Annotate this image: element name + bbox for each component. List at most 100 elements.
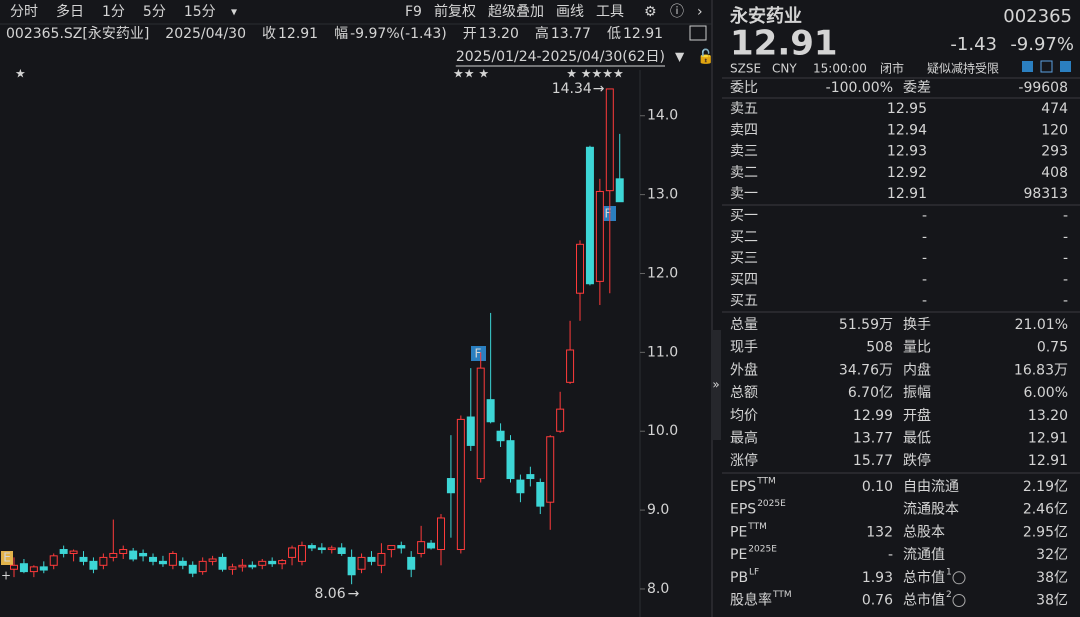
- currency-icon: [952, 594, 966, 607]
- level-label: 买五: [730, 293, 758, 309]
- fund-label: 总股本: [903, 524, 945, 540]
- candle-body: [456, 418, 465, 551]
- fund-value: 38亿: [1036, 593, 1068, 609]
- diff-label: 委差: [903, 80, 931, 96]
- dropdown-icon[interactable]: ▾: [231, 5, 237, 19]
- flag-marker-label[interactable]: F: [605, 207, 612, 221]
- tool-icon[interactable]: [1060, 61, 1071, 72]
- next-icon[interactable]: ›: [697, 4, 703, 20]
- candle-body: [605, 88, 614, 192]
- candle-body: [307, 545, 316, 549]
- stat-value: 6.70亿: [848, 385, 893, 401]
- fund-label: PE: [730, 547, 747, 563]
- diff: -99608: [1018, 80, 1068, 96]
- event-marker[interactable]: [1, 551, 13, 565]
- level-label: 卖三: [730, 144, 758, 160]
- notice: 疑似减持受限: [927, 61, 999, 76]
- fund-label: 流通值: [903, 547, 945, 563]
- tool-button[interactable]: 工具: [596, 4, 624, 20]
- change: -1.43: [950, 34, 997, 55]
- period-tab[interactable]: 多日: [56, 3, 84, 20]
- candle-body: [615, 178, 624, 203]
- settings-icon[interactable]: ⚙: [644, 4, 657, 20]
- candle-body: [496, 430, 505, 442]
- fund-value: 0.76: [862, 593, 893, 609]
- level-price: -: [922, 293, 927, 309]
- tool-button[interactable]: 前复权: [434, 3, 476, 20]
- fund-label: PE: [730, 524, 747, 540]
- flag-marker-label[interactable]: F: [475, 347, 482, 361]
- period-tab[interactable]: 15分: [184, 4, 216, 20]
- date-range[interactable]: 2025/01/24-2025/04/30(62日): [456, 49, 665, 65]
- stat-label: 跌停: [903, 452, 931, 469]
- level-volume: -: [1063, 229, 1068, 245]
- wp-icon[interactable]: [689, 25, 707, 41]
- level-price: -: [922, 272, 927, 288]
- level-label: 买二: [730, 229, 758, 245]
- candle-body: [397, 545, 406, 549]
- candle-body: [228, 566, 237, 570]
- candle-body: [119, 549, 128, 554]
- period-tab[interactable]: 5分: [143, 4, 166, 20]
- level-label: 买四: [730, 272, 758, 288]
- level-volume: 293: [1041, 144, 1068, 160]
- level-price: 12.94: [887, 122, 927, 138]
- level-volume: -: [1063, 251, 1068, 267]
- flag-marker[interactable]: [601, 206, 616, 221]
- period-tab[interactable]: 分时: [10, 4, 38, 20]
- star: ★: [15, 67, 26, 81]
- candle-body: [288, 547, 297, 558]
- fund-label-sup: 2025E: [757, 499, 786, 509]
- y-tick-label: 8.0: [647, 581, 669, 597]
- fund-value: 1.93: [862, 570, 893, 586]
- candle-body: [268, 560, 277, 565]
- level-price: 12.91: [887, 186, 927, 202]
- stat-label: 最低: [903, 431, 931, 447]
- stat-label: 开盘: [903, 407, 931, 424]
- candle-body: [168, 552, 177, 566]
- candle-body: [198, 560, 207, 573]
- candle-body: [377, 552, 386, 566]
- candle-body: [417, 541, 426, 554]
- collapse-icon[interactable]: »: [712, 378, 719, 392]
- tool-icon[interactable]: [1022, 61, 1033, 72]
- fund-value: 2.46亿: [1023, 502, 1068, 518]
- candle-body: [427, 542, 436, 549]
- candle-body: [367, 556, 376, 562]
- candle-body: [595, 190, 604, 282]
- range-dropdown[interactable]: ▼: [675, 50, 685, 64]
- candle-body: [29, 566, 38, 573]
- fund-value: 32亿: [1036, 547, 1068, 563]
- candle-body: [158, 560, 167, 565]
- candle-body: [218, 556, 227, 570]
- candle-body: [10, 564, 18, 570]
- status: 闭市: [880, 61, 904, 76]
- stat-value: 16.83万: [1014, 362, 1068, 378]
- level-volume: -: [1063, 293, 1068, 309]
- level-price: -: [922, 251, 927, 267]
- candle-body: [466, 416, 475, 446]
- fund-label-sup: 2: [946, 590, 952, 600]
- period-tab[interactable]: 1分: [102, 4, 125, 20]
- tool-button[interactable]: 超级叠加: [488, 4, 544, 20]
- help-icon[interactable]: ⓘ: [670, 4, 684, 20]
- collapse-handle[interactable]: [711, 330, 721, 440]
- fund-label-sup: TTM: [756, 477, 776, 487]
- candle-body: [79, 556, 88, 562]
- candle-body: [89, 560, 98, 570]
- event-marker-label[interactable]: E: [3, 551, 11, 565]
- fund-label: 总市值: [903, 569, 945, 586]
- candle-body: [39, 566, 48, 571]
- fund-value: 38亿: [1036, 570, 1068, 586]
- stat-value: 12.91: [1028, 431, 1068, 447]
- candle-body: [436, 517, 445, 551]
- lock-icon[interactable]: 🔓: [697, 48, 714, 65]
- flag-marker[interactable]: [471, 346, 486, 361]
- candle-body: [99, 556, 108, 566]
- header-open-label: 开: [463, 26, 477, 42]
- tool-icon[interactable]: [1040, 60, 1053, 73]
- tool-button[interactable]: F9: [405, 4, 422, 20]
- stat-value: 51.59万: [839, 317, 893, 333]
- tool-button[interactable]: 画线: [556, 4, 584, 20]
